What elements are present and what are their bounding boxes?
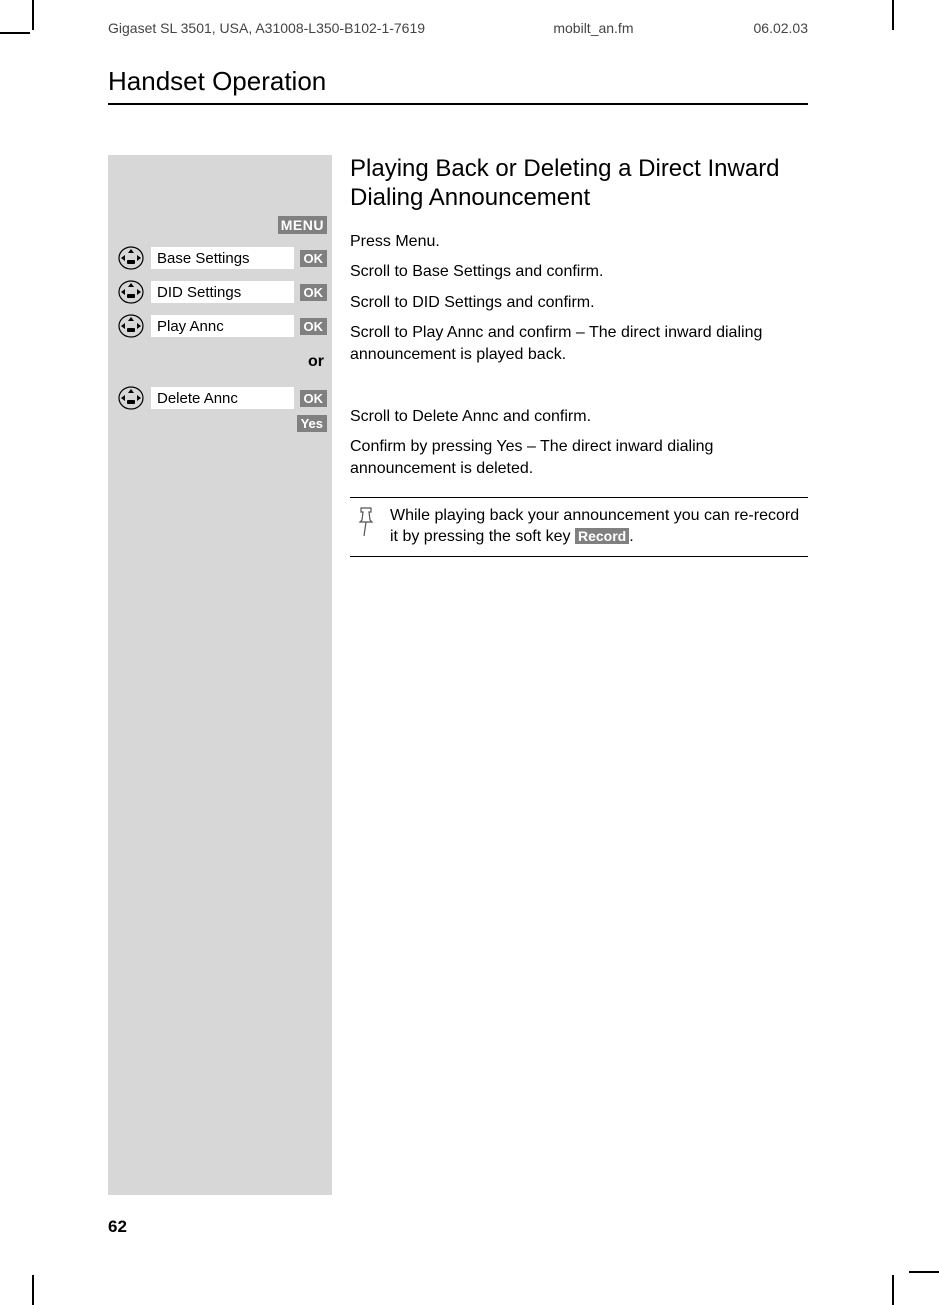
filename: mobilt_an.fm — [553, 20, 633, 36]
menu-item-label: Play Annc — [151, 315, 294, 337]
yes-key: Yes — [297, 415, 327, 432]
crop-mark — [909, 1271, 939, 1273]
ok-key: OK — [300, 318, 328, 335]
instruction-text: Scroll to DID Settings and confirm. — [350, 292, 808, 314]
crop-mark — [892, 0, 894, 30]
nav-icon — [117, 246, 145, 270]
ok-key: OK — [300, 284, 328, 301]
doc-id: Gigaset SL 3501, USA, A31008-L350-B102-1… — [108, 20, 433, 36]
crop-mark — [32, 1275, 34, 1305]
instruction-text: Press Menu. — [350, 231, 808, 253]
note-text: While playing back your announcement you… — [390, 506, 804, 548]
content-columns: MENU Base Settings OK — [108, 155, 808, 1195]
or-label: or — [108, 353, 332, 371]
instruction-text: Confirm by pressing Yes – The direct inw… — [350, 436, 808, 479]
sidebar: MENU Base Settings OK — [108, 155, 332, 1195]
note-post: . — [629, 528, 633, 545]
subsection-heading: Playing Back or Deleting a Direct Inward… — [350, 155, 808, 213]
note-box: While playing back your announcement you… — [350, 497, 808, 557]
crop-mark — [0, 32, 30, 34]
instruction-text: Scroll to Delete Annc and confirm. — [350, 406, 808, 428]
ok-key: OK — [300, 390, 328, 407]
step-row: DID Settings OK — [108, 279, 332, 305]
date: 06.02.03 — [754, 20, 809, 36]
ok-key: OK — [300, 250, 328, 267]
crop-mark — [32, 0, 34, 30]
page-header: Gigaset SL 3501, USA, A31008-L350-B102-1… — [108, 20, 808, 36]
pushpin-icon — [352, 506, 378, 540]
page-number: 62 — [108, 1217, 127, 1237]
menu-key-row: MENU — [108, 217, 332, 235]
menu-item-label: Delete Annc — [151, 387, 294, 409]
nav-icon — [117, 280, 145, 304]
step-row: Play Annc OK — [108, 313, 332, 339]
crop-mark — [892, 1275, 894, 1305]
instruction-text: Scroll to Play Annc and confirm – The di… — [350, 322, 808, 365]
nav-icon — [117, 386, 145, 410]
step-row: Delete Annc OK — [108, 385, 332, 411]
menu-item-label: Base Settings — [151, 247, 294, 269]
yes-key-row: Yes — [108, 415, 332, 432]
section-title: Handset Operation — [108, 66, 808, 105]
instructions: Playing Back or Deleting a Direct Inward… — [350, 155, 808, 1195]
page-content: Gigaset SL 3501, USA, A31008-L350-B102-1… — [108, 20, 808, 1195]
nav-icon — [117, 314, 145, 338]
step-row: Base Settings OK — [108, 245, 332, 271]
instruction-text: Scroll to Base Settings and confirm. — [350, 261, 808, 283]
menu-item-label: DID Settings — [151, 281, 294, 303]
menu-key: MENU — [278, 216, 327, 234]
record-key: Record — [575, 528, 629, 544]
